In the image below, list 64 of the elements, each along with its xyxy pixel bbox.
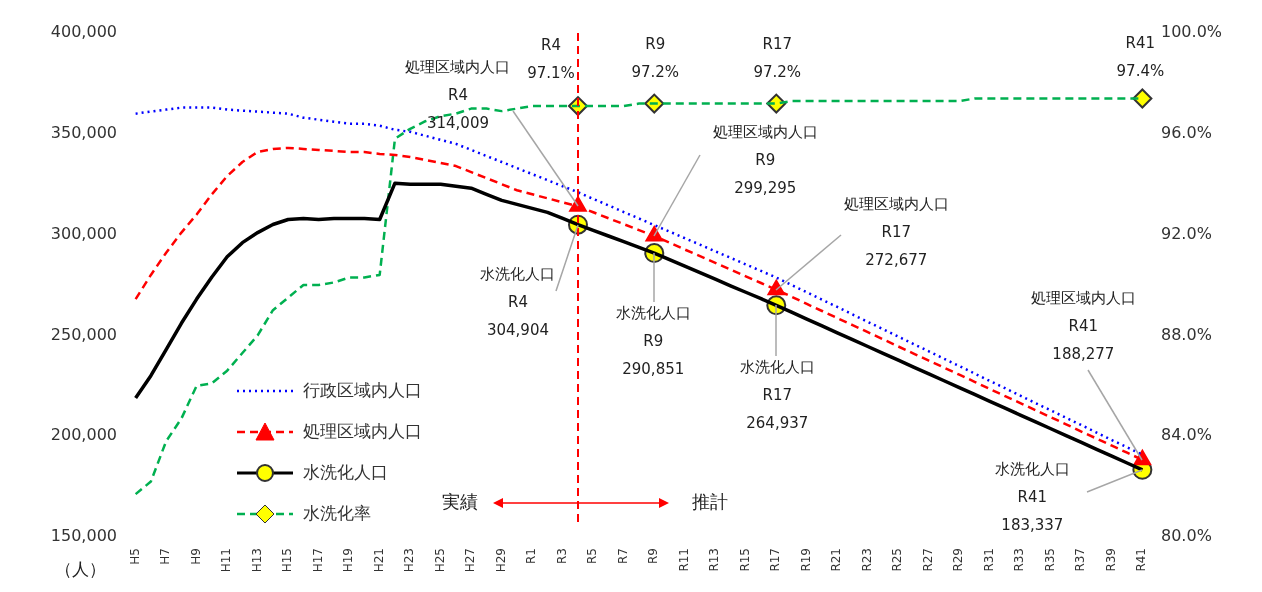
x-tick-label: H17 [310, 548, 325, 573]
x-tick-label: R15 [737, 548, 752, 572]
x-tick-label: R19 [798, 548, 813, 572]
y2-tick-label: 96.0% [1161, 122, 1212, 142]
y2-tick-label: 100.0% [1161, 22, 1223, 42]
x-tick-label: R33 [1012, 548, 1027, 572]
y2-tick-label: 92.0% [1161, 223, 1212, 243]
x-tick-label: R21 [829, 548, 844, 572]
y2-tick-label: 88.0% [1161, 324, 1212, 344]
x-tick-label: R3 [554, 548, 569, 564]
x-tick-label: H11 [219, 548, 234, 573]
data-label: 水洗化人口 R9 290,851 [615, 303, 691, 378]
y2-tick-label: 84.0% [1161, 425, 1212, 445]
x-tick-label: H29 [493, 548, 508, 573]
x-tick-label: R27 [920, 548, 935, 572]
annotation: 推計 [692, 490, 728, 512]
y2-tick-label: 80.0% [1161, 526, 1212, 546]
x-tick-label: H9 [188, 548, 203, 565]
y-tick-label: 400,000 [50, 22, 117, 42]
x-tick-label: R11 [676, 548, 691, 572]
legend-label: 行政区域内人口 [303, 379, 422, 402]
legend-label: 処理区域内人口 [303, 420, 422, 443]
x-tick-label: R5 [585, 548, 600, 564]
x-tick-label: H7 [158, 548, 173, 565]
x-tick-label: R23 [859, 548, 874, 572]
data-label: 処理区域内人口 R41 188,277 [1030, 288, 1136, 363]
x-tick-label: R31 [981, 548, 996, 572]
legend-label: 水洗化人口 [303, 461, 388, 484]
x-tick-label: H15 [280, 548, 295, 573]
data-label: 処理区域内人口 R17 272,677 [843, 194, 949, 269]
x-tick-label: H5 [127, 548, 142, 565]
x-tick-label: R9 [646, 548, 661, 564]
data-label: 処理区域内人口 R9 299,295 [712, 122, 818, 197]
data-label: R17 97.2% [753, 35, 802, 82]
x-tick-label: R29 [951, 548, 966, 572]
data-label: 処理区域内人口 R4 314,009 [405, 58, 511, 133]
data-label: 水洗化人口 R4 304,904 [480, 264, 556, 339]
x-tick-label: R1 [524, 548, 539, 564]
y-tick-label: 200,000 [50, 425, 117, 445]
x-tick-label: R25 [890, 548, 905, 572]
y-tick-label: 250,000 [50, 324, 117, 344]
x-tick-label: R41 [1134, 548, 1149, 572]
x-tick-label: R7 [615, 548, 630, 564]
x-tick-label: H13 [249, 548, 264, 573]
x-tick-label: R35 [1042, 548, 1057, 572]
y-tick-label: 350,000 [50, 122, 117, 142]
y-axis-title: （人） [54, 559, 106, 580]
x-tick-label: H23 [402, 548, 417, 573]
y-tick-label: 150,000 [50, 526, 117, 546]
data-label: 水洗化人口 R41 183,337 [994, 459, 1070, 534]
x-tick-label: H27 [463, 548, 478, 573]
x-tick-label: H21 [371, 548, 386, 573]
x-tick-label: H19 [341, 548, 356, 573]
legend-label: 水洗化率 [303, 502, 371, 525]
annotation: 実績 [442, 490, 478, 512]
y-tick-label: 300,000 [50, 223, 117, 243]
x-tick-label: H25 [432, 548, 447, 573]
x-tick-label: R13 [707, 548, 722, 572]
x-tick-label: R17 [768, 548, 783, 572]
data-label: 水洗化人口 R17 264,937 [739, 358, 815, 433]
x-tick-label: R39 [1103, 548, 1118, 572]
x-tick-label: R37 [1073, 548, 1088, 572]
data-label: R4 97.1% [527, 35, 575, 82]
data-label: R9 97.2% [631, 35, 680, 82]
